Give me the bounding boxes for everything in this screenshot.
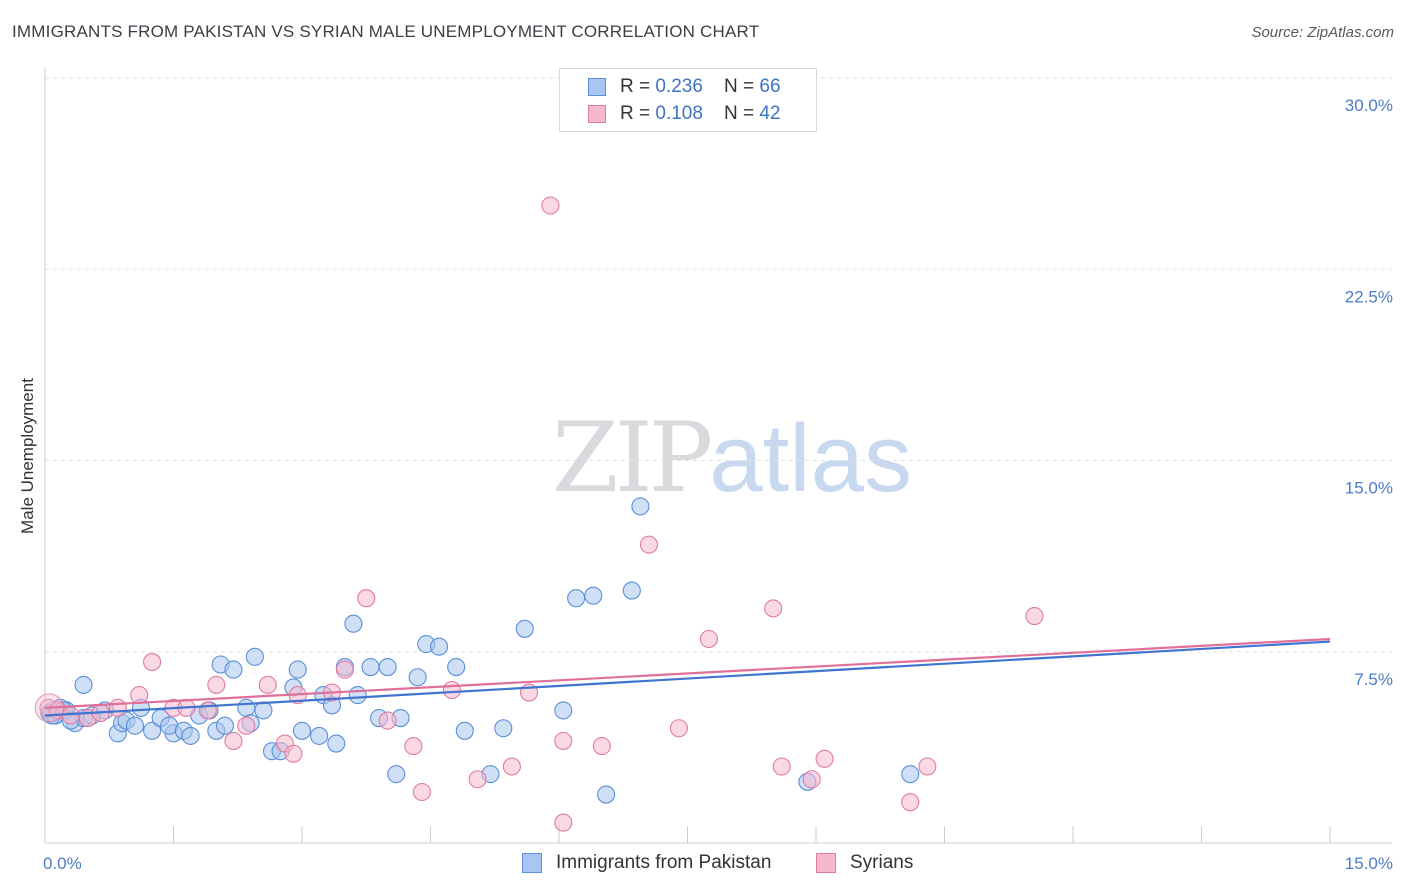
pakistan-point [455, 721, 474, 740]
syrians-point [468, 770, 487, 789]
pakistan-point [378, 657, 397, 677]
pakistan-point [215, 716, 234, 735]
pakistan-point [361, 657, 380, 677]
syrians-point [699, 629, 718, 649]
syrians-point [772, 757, 791, 776]
y-tick-label: 30.0% [1345, 96, 1393, 115]
r-label: R = [620, 76, 656, 97]
syrians-point [442, 680, 461, 700]
syrians-point [639, 535, 659, 554]
syrians-point [412, 782, 431, 802]
pakistan-point [901, 765, 920, 784]
x-tick-label: 0.0% [43, 854, 82, 873]
pakistan-point [254, 701, 273, 720]
pakistan-point [622, 581, 641, 600]
pakistan-point [74, 675, 93, 694]
syrians-point [284, 744, 303, 763]
syrians-point [918, 757, 937, 776]
series-pakistan-points [40, 497, 920, 804]
syrians-point [764, 599, 783, 618]
x-tick-label: 15.0% [1345, 854, 1393, 873]
y-tick-label: 22.5% [1345, 287, 1393, 306]
pakistan-point [515, 619, 534, 638]
syrians-point [502, 757, 521, 776]
pakistan-point [125, 716, 144, 735]
r-value: 0.108 [655, 103, 703, 124]
n-value: 42 [759, 103, 781, 124]
pakistan-point [631, 497, 650, 516]
trend-lines [44, 637, 1331, 717]
swatch-pakistan [588, 78, 606, 96]
trend-line-syrians [44, 637, 1331, 709]
r-label: R = [620, 103, 656, 124]
legend-swatch-pakistan [522, 853, 542, 873]
syrians-point [237, 716, 256, 735]
legend-label-pakistan: Immigrants from Pakistan [556, 852, 772, 873]
r-value: 0.236 [655, 76, 703, 97]
swatch-syrians [588, 105, 606, 123]
y-tick-label: 7.5% [1354, 670, 1393, 689]
pakistan-point [494, 719, 513, 738]
syrians-point [258, 675, 277, 694]
pakistan-point [554, 701, 573, 720]
pakistan-point [292, 721, 312, 740]
syrians-point [802, 770, 821, 789]
source-label: Source: ZipAtlas.com [1251, 24, 1394, 41]
n-label: N = [724, 103, 760, 124]
syrians-point [815, 749, 834, 768]
watermark: ZIPatlas [552, 402, 912, 514]
watermark-zip: ZIP [552, 402, 713, 514]
syrians-point [541, 196, 560, 215]
syrians-point [901, 793, 920, 812]
n-label: N = [724, 76, 760, 97]
pakistan-point [288, 660, 307, 679]
legend-swatch-syrians [816, 853, 836, 873]
syrians-point [61, 706, 80, 725]
pakistan-point [447, 657, 466, 677]
pakistan-point [348, 686, 367, 705]
pakistan-point [344, 614, 363, 633]
pakistan-point [327, 734, 346, 753]
syrians-point [554, 731, 573, 751]
syrians-point [1025, 606, 1044, 626]
watermark-atlas: atlas [709, 405, 912, 512]
syrians-point [404, 737, 423, 756]
legend-label-syrians: Syrians [850, 852, 914, 873]
pakistan-point [143, 721, 162, 740]
syrians-point [130, 686, 149, 705]
pakistan-point [310, 726, 329, 745]
syrians-point [669, 719, 688, 738]
pakistan-point [245, 647, 264, 666]
stats-legend: R = 0.236 N = 66 R = 0.108 N = 42 [559, 68, 817, 132]
syrians-point [592, 737, 611, 756]
syrians-point [378, 711, 397, 730]
syrians-point [108, 698, 127, 717]
pakistan-point [584, 586, 603, 605]
trend-line-pakistan [44, 640, 1331, 717]
syrians-point [143, 652, 162, 672]
pakistan-point [597, 785, 616, 804]
pakistan-point [567, 589, 586, 608]
pakistan-point [237, 698, 256, 717]
chart-title: IMMIGRANTS FROM PAKISTAN VS SYRIAN MALE … [12, 22, 760, 41]
syrians-point [335, 660, 354, 679]
tick-labels: 7.5% 15.0% 22.5% 30.0% 0.0% 15.0% [43, 96, 1393, 873]
y-tick-label: 15.0% [1345, 479, 1393, 498]
grid-lines [45, 77, 1392, 653]
n-value: 66 [759, 76, 781, 97]
syrians-point [207, 675, 226, 694]
pakistan-point [408, 668, 427, 687]
pakistan-point [224, 660, 243, 679]
syrians-point [554, 813, 573, 832]
pakistan-point [181, 726, 200, 745]
pakistan-point [430, 637, 449, 656]
syrians-point [224, 731, 243, 751]
pakistan-point [387, 765, 406, 784]
syrians-point [198, 701, 217, 720]
syrians-point [357, 589, 376, 608]
